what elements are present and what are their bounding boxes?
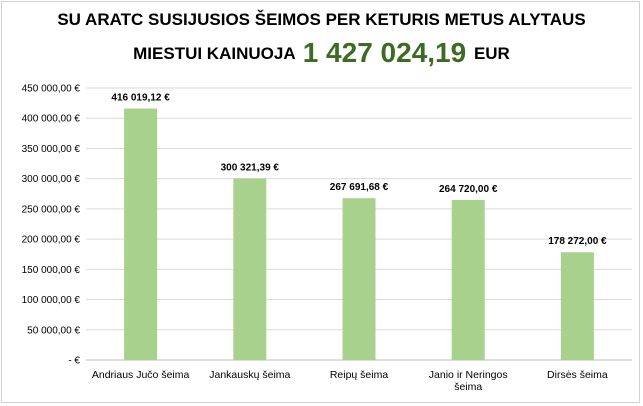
y-tick-label: 50 000,00 €: [27, 325, 80, 336]
bar: [124, 108, 158, 360]
data-label: 267 691,68 €: [330, 182, 389, 193]
data-label: 264 720,00 €: [439, 184, 498, 195]
y-tick-label: 200 000,00 €: [22, 235, 81, 246]
x-tick-label: Andriaus Jučo šeima: [92, 369, 190, 381]
x-tick-label: Reipų šeima: [330, 369, 389, 381]
x-tick-label: šeima: [454, 381, 482, 393]
y-tick-label: 350 000,00 €: [22, 144, 81, 155]
x-tick-label: Dirsės šeima: [547, 369, 608, 381]
y-tick-label: 450 000,00 €: [22, 84, 81, 95]
bar: [560, 252, 594, 360]
x-tick-label: Janio ir Neringos: [429, 369, 508, 381]
chart-title-unit: EUR: [473, 44, 510, 63]
data-label: 416 019,12 €: [111, 93, 170, 104]
y-tick-label: 100 000,00 €: [22, 295, 81, 306]
y-tick-label: 150 000,00 €: [22, 265, 81, 276]
bar: [233, 178, 267, 360]
chart-title-line2: MIESTUI KAINUOJA 1 427 024,19 EUR: [0, 38, 643, 69]
bar: [342, 198, 376, 360]
data-label: 178 272,00 €: [548, 236, 607, 247]
chart-title-line1: SU ARATC SUSIJUSIOS ŠEIMOS PER KETURIS M…: [57, 10, 586, 29]
data-label: 300 321,39 €: [221, 162, 280, 173]
chart-title-amount: 1 427 024,19: [302, 37, 467, 68]
y-tick-label: 250 000,00 €: [22, 204, 81, 215]
chart-title-prefix: MIESTUI KAINUOJA: [133, 44, 295, 63]
y-tick-label: - €: [68, 356, 80, 367]
y-tick-label: 300 000,00 €: [22, 174, 81, 185]
x-tick-label: Jankauskų šeima: [209, 369, 290, 381]
y-tick-label: 400 000,00 €: [22, 114, 81, 125]
bar: [451, 199, 485, 360]
